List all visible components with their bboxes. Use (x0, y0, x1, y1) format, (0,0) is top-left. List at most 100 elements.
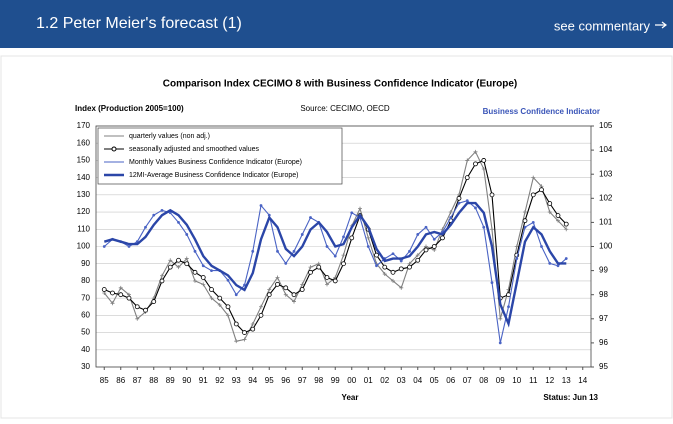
marker (233, 321, 239, 327)
y2-tick-label: 100 (599, 242, 613, 251)
x-tick-label: 00 (347, 376, 356, 385)
x-tick-label: 94 (248, 376, 257, 385)
marker (448, 210, 453, 215)
marker (358, 206, 362, 211)
marker (292, 249, 296, 253)
x-tick-label: 98 (314, 376, 323, 385)
y2-tick-label: 103 (599, 169, 613, 178)
marker (556, 264, 560, 268)
marker (382, 272, 387, 277)
y-tick-label: 160 (77, 138, 91, 147)
marker (292, 299, 296, 304)
marker (375, 264, 378, 268)
y2-tick-label: 98 (599, 290, 608, 299)
header-bar (0, 0, 673, 48)
x-tick-label: 96 (281, 376, 290, 385)
marker (432, 237, 436, 241)
marker (193, 278, 197, 283)
marker (515, 257, 519, 260)
marker (431, 244, 437, 249)
x-tick-label: 01 (364, 376, 373, 385)
marker (374, 252, 379, 258)
chart-title: Comparison Index CECIMO 8 with Business … (163, 79, 518, 90)
marker (416, 233, 420, 236)
y2-tick-label: 101 (599, 218, 613, 227)
marker (390, 269, 396, 275)
marker (284, 261, 288, 265)
commentary-link[interactable]: see commentary (554, 18, 651, 33)
marker (408, 249, 411, 253)
marker (226, 313, 230, 318)
marker (547, 201, 553, 206)
marker (259, 204, 263, 207)
x-tick-label: 86 (116, 376, 125, 385)
y2-axis-label: Business Confidence Indicator (483, 107, 600, 116)
marker (234, 293, 238, 297)
marker (399, 285, 404, 290)
marker (556, 218, 560, 223)
x-tick-label: 11 (529, 376, 538, 385)
marker (184, 256, 189, 261)
marker (465, 158, 470, 163)
marker (349, 235, 355, 241)
marker (514, 244, 519, 249)
marker (135, 316, 140, 321)
x-tick-label: 14 (578, 376, 587, 385)
x-tick-label: 05 (430, 376, 439, 385)
marker (316, 264, 322, 270)
marker (564, 257, 568, 260)
marker (324, 275, 330, 280)
x-tick-label: 92 (215, 376, 224, 385)
marker (176, 257, 181, 263)
x-tick-label: 99 (331, 376, 340, 385)
marker (399, 259, 403, 263)
x-tick-label: 85 (100, 376, 109, 385)
marker (456, 195, 462, 201)
marker (366, 245, 370, 248)
marker (507, 305, 510, 309)
marker (498, 316, 503, 321)
marker (300, 282, 305, 287)
marker (332, 278, 338, 284)
legend-label: 12MI-Average Business Confidence Indicat… (129, 172, 299, 179)
content-frame (0, 55, 673, 419)
x-tick-label: 03 (397, 376, 406, 385)
marker (407, 264, 412, 270)
marker (398, 266, 404, 272)
x-tick-label: 08 (479, 376, 488, 385)
marker (341, 253, 346, 258)
marker (498, 341, 502, 345)
status: Status: Jun 13 (543, 393, 598, 402)
marker (177, 221, 180, 224)
x-tick-label: 97 (298, 376, 307, 385)
series-line (103, 200, 567, 344)
marker (415, 257, 421, 263)
y2-tick-label: 97 (599, 314, 608, 323)
marker (275, 275, 280, 280)
marker (464, 175, 470, 181)
marker (225, 304, 231, 310)
x-tick-label: 89 (166, 376, 175, 385)
marker (457, 201, 461, 205)
marker (449, 216, 453, 219)
marker (342, 235, 345, 239)
marker (200, 275, 206, 280)
marker (531, 221, 535, 224)
marker (201, 264, 205, 268)
marker (481, 167, 486, 172)
marker (259, 304, 263, 309)
marker (258, 312, 264, 318)
legend-box (97, 127, 343, 185)
marker (325, 282, 329, 287)
marker (185, 233, 189, 236)
marker (490, 281, 494, 285)
marker (276, 249, 279, 253)
marker (391, 278, 395, 283)
x-tick-label: 95 (265, 376, 274, 385)
marker (563, 221, 569, 227)
marker (110, 290, 115, 296)
y-tick-label: 50 (81, 328, 90, 337)
marker (226, 278, 230, 282)
marker (192, 269, 198, 275)
y2-tick-label: 95 (599, 362, 608, 371)
